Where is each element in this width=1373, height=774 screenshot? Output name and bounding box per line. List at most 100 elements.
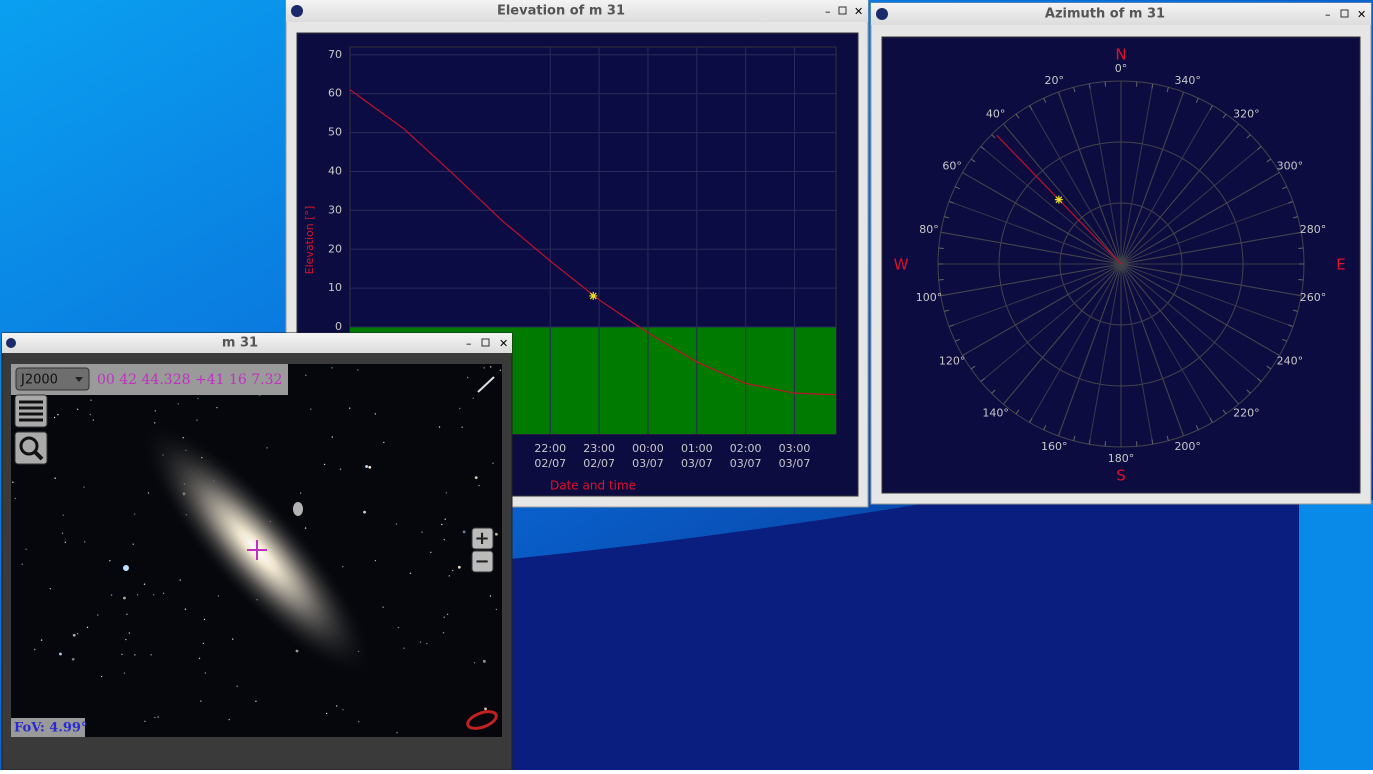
star [154,422,155,423]
angle-tick-label: 100° [916,291,943,304]
minimize[interactable]: – [825,5,831,18]
star [441,524,442,525]
star [129,632,130,633]
star [203,643,204,644]
star [134,513,135,514]
star [475,476,478,479]
star [124,672,125,673]
star [458,566,461,569]
window-title: m 31 [222,336,258,351]
y-tick-label: 20 [328,242,342,255]
star [403,648,404,649]
star [178,403,179,404]
star [155,410,156,411]
star [134,654,135,655]
star [443,632,444,633]
west-label: W [894,256,909,274]
star [500,370,501,371]
wallpaper-edge [1299,500,1373,770]
angle-tick-label: 160° [1041,440,1068,453]
star [426,643,427,644]
star [65,542,66,543]
star [496,609,497,610]
star [474,662,475,663]
star [349,407,350,408]
star [305,375,306,376]
star [204,619,205,620]
star [449,575,450,576]
star [144,721,145,722]
star [357,369,358,370]
star [363,511,366,514]
image-window: m 31 – ✕ J2000 00 42 44.328 +41 16 7.32 … [2,333,512,770]
star [420,642,421,643]
y-tick-label: 50 [328,126,342,139]
star [97,614,98,615]
angle-tick-label: 80° [919,223,939,236]
angle-tick-label: 200° [1174,440,1201,453]
star [439,426,440,427]
star [229,719,230,720]
x-tick-date: 03/07 [681,457,713,470]
layers-button[interactable] [15,395,47,427]
angle-tick-label: 280° [1300,223,1327,236]
star [77,633,78,634]
star [41,639,42,640]
star [63,515,64,516]
fov: FoV: 4.99° [14,721,87,736]
app-icon [876,8,888,20]
star [300,492,301,493]
y-tick-label: 60 [328,87,342,100]
east-label: E [1336,256,1345,274]
zoom-in-label: + [474,528,489,549]
angle-tick-label: 340° [1174,74,1201,87]
north-label: N [1115,46,1126,64]
angle-tick-label: 180° [1108,452,1135,465]
close[interactable]: ✕ [499,337,508,350]
minimize[interactable]: – [466,337,472,350]
star [483,660,486,663]
star [54,417,55,418]
x-tick-label: 03:00 [779,442,811,455]
star [459,408,460,409]
star [22,564,23,565]
star [444,539,445,540]
star [126,614,127,615]
minimize[interactable]: – [1325,8,1331,21]
app-icon [291,5,303,17]
angle-tick-label: 240° [1277,355,1304,368]
x-tick-date: 03/07 [730,457,762,470]
angle-tick-label: 20° [1045,74,1065,87]
star [452,570,453,571]
y-tick-label: 0 [335,320,342,333]
close[interactable]: ✕ [854,5,863,18]
star [358,721,359,722]
star [144,584,145,585]
y-tick-label: 70 [328,48,342,61]
star [157,716,158,717]
star [12,481,13,482]
star [332,436,333,437]
angle-tick-label: 140° [982,406,1009,419]
y-tick-label: 30 [328,203,342,216]
star [421,532,422,533]
y-tick-label: 40 [328,164,342,177]
star [62,533,63,534]
star [255,701,256,702]
star [375,560,376,561]
star [199,658,200,659]
star [398,627,399,628]
star [154,717,155,718]
angle-tick-label: 320° [1233,108,1260,121]
star [342,709,343,710]
close[interactable]: ✕ [1357,8,1366,21]
angle-tick-label: 40° [986,108,1006,121]
star [15,498,16,499]
star [375,413,376,414]
star [218,595,219,596]
window-title: Elevation of m 31 [497,4,625,19]
star [216,407,217,408]
star [492,462,493,463]
star [83,486,84,487]
